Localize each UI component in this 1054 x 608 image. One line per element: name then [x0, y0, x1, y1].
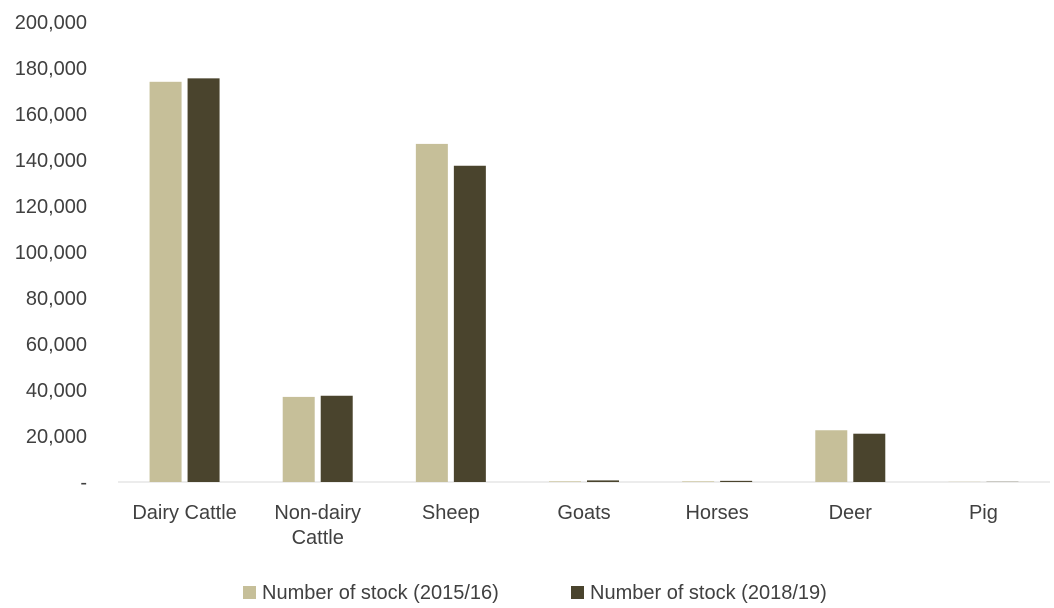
- y-tick-label: 180,000: [15, 58, 87, 80]
- bar-2015-16: [682, 481, 714, 482]
- y-tick-label: 140,000: [15, 150, 87, 172]
- y-tick-label: 120,000: [15, 196, 87, 218]
- bar-2015-16: [283, 397, 315, 482]
- bar-2018-19: [321, 396, 353, 482]
- bar-2018-19: [454, 166, 486, 482]
- y-tick-label: 80,000: [26, 288, 87, 310]
- y-tick-label: 40,000: [26, 380, 87, 402]
- bar-2018-19: [853, 434, 885, 482]
- legend-swatch: [243, 586, 256, 599]
- y-tick-label: 20,000: [26, 426, 87, 448]
- bars: [150, 78, 1019, 482]
- y-tick-label: 200,000: [15, 12, 87, 34]
- legend-label: Number of stock (2015/16): [262, 582, 499, 603]
- x-category-label: Dairy Cattle: [132, 502, 236, 524]
- bar-2015-16: [416, 144, 448, 482]
- legend-label: Number of stock (2018/19): [590, 582, 827, 603]
- x-category-label: Horses: [685, 502, 748, 524]
- y-axis: - 20,000 40,000 60,000 80,000 100,000 120,000 1…: [15, 12, 87, 494]
- bar-2018-19: [587, 480, 619, 482]
- x-category-label: Sheep: [422, 502, 480, 524]
- legend: Number of stock (2015/16) Number of stock…: [243, 582, 827, 603]
- bar-2018-19: [720, 481, 752, 482]
- x-category-label: Deer: [829, 502, 873, 524]
- bar-2018-19: [188, 78, 220, 482]
- y-tick-label: -: [80, 472, 87, 494]
- x-category-label: Goats: [557, 502, 610, 524]
- y-tick-label: 60,000: [26, 334, 87, 356]
- y-tick-label: 160,000: [15, 104, 87, 126]
- bar-2015-16: [150, 82, 182, 482]
- y-tick-label: 100,000: [15, 242, 87, 264]
- legend-swatch: [571, 586, 584, 599]
- bar-2015-16: [815, 430, 847, 482]
- bar-2015-16: [549, 481, 581, 482]
- x-category-label: Pig: [969, 502, 998, 524]
